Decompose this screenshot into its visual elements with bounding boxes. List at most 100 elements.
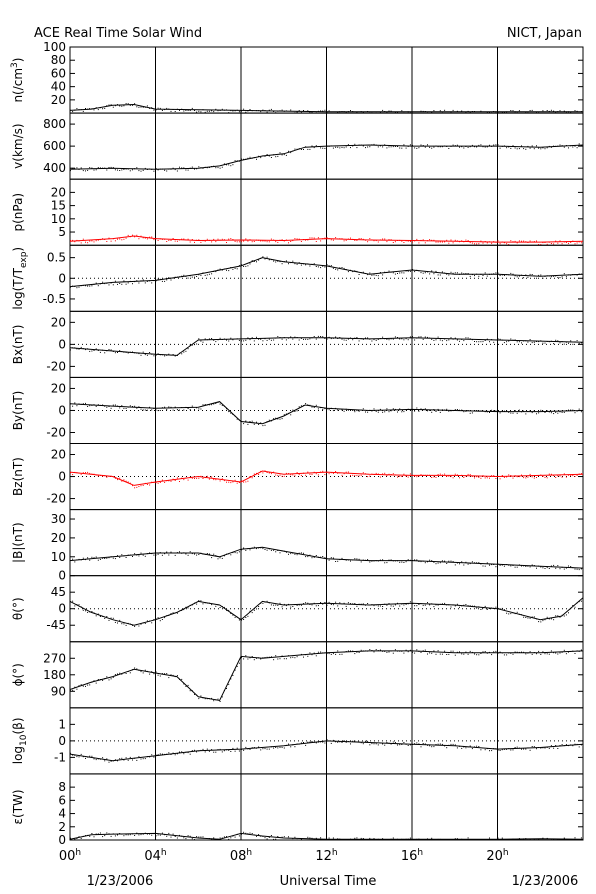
- series-point: [514, 339, 516, 341]
- series-point: [379, 649, 381, 651]
- series-point: [74, 286, 76, 287]
- y-axis-label-B: |B|(nT): [11, 522, 25, 563]
- series-point: [123, 555, 125, 557]
- series-point: [138, 834, 140, 836]
- series-point: [176, 552, 178, 554]
- series-point: [181, 407, 183, 408]
- series-point: [534, 114, 535, 115]
- series-point: [200, 167, 202, 169]
- series-point: [470, 841, 471, 842]
- series-point: [394, 273, 396, 275]
- series-point: [424, 604, 426, 606]
- series-point: [95, 759, 97, 761]
- series-point: [129, 104, 131, 106]
- series-point: [89, 285, 91, 287]
- series-point: [465, 747, 467, 749]
- series-point: [399, 841, 400, 842]
- series-point: [102, 836, 104, 838]
- series-point: [161, 280, 163, 282]
- series-point: [202, 748, 204, 750]
- series-point: [234, 160, 236, 162]
- series-point: [572, 841, 573, 842]
- series-point: [471, 339, 473, 341]
- series-point: [245, 111, 247, 113]
- series-point: [283, 337, 285, 339]
- series-point: [435, 653, 437, 655]
- series-point: [273, 471, 275, 473]
- series-point: [262, 256, 264, 258]
- footer-date-right: 1/23/2006: [512, 874, 579, 889]
- series-point: [478, 144, 480, 146]
- series-point: [159, 675, 161, 677]
- series-point: [469, 563, 471, 565]
- series-point: [433, 650, 435, 652]
- series-point: [99, 239, 101, 241]
- series-point: [418, 242, 420, 244]
- series-point: [412, 144, 413, 146]
- series-point: [565, 276, 567, 278]
- series-point: [476, 745, 478, 747]
- series-point: [360, 603, 362, 605]
- series-point: [373, 838, 375, 840]
- series-point: [185, 606, 187, 608]
- series-point: [326, 264, 328, 266]
- series-point: [194, 168, 195, 170]
- series-point: [350, 838, 351, 840]
- series-point: [572, 146, 574, 148]
- series-point: [369, 409, 371, 411]
- series-point: [365, 559, 366, 561]
- series-point: [486, 652, 488, 654]
- series-point: [305, 654, 307, 656]
- series-point: [456, 651, 458, 653]
- series-point: [311, 337, 313, 339]
- series-point: [341, 839, 343, 841]
- series-point: [290, 262, 292, 264]
- series-point: [523, 240, 525, 242]
- series-point: [275, 241, 277, 243]
- series-point: [85, 559, 86, 561]
- series-point: [540, 409, 542, 411]
- series-point: [386, 408, 388, 410]
- series-point: [555, 841, 556, 842]
- series-point: [446, 841, 447, 842]
- series-point: [326, 471, 328, 473]
- series-point: [305, 338, 307, 340]
- series-point: [206, 167, 208, 169]
- series-point: [168, 677, 170, 679]
- y-tick-label: 0: [58, 833, 66, 847]
- series-point: [294, 604, 296, 606]
- series-point: [467, 240, 469, 241]
- series-point: [219, 748, 221, 750]
- series-point: [241, 241, 242, 243]
- series-point: [379, 476, 381, 478]
- series-point: [142, 554, 144, 556]
- series-point: [382, 146, 384, 148]
- series-point: [422, 272, 424, 274]
- series-point: [379, 338, 381, 339]
- series-point: [198, 274, 200, 276]
- series-point: [332, 837, 334, 839]
- series-point: [484, 565, 486, 567]
- series-point: [322, 147, 324, 149]
- series-point: [523, 651, 525, 653]
- series-point: [514, 111, 516, 113]
- series-point: [82, 756, 84, 758]
- series-point: [431, 147, 433, 149]
- series-point: [371, 743, 373, 745]
- series-point: [168, 353, 170, 355]
- series-point: [91, 404, 93, 406]
- series-point: [226, 749, 227, 751]
- series-point: [151, 409, 153, 411]
- series-point: [474, 653, 475, 655]
- series-point: [93, 473, 95, 475]
- series-point: [260, 547, 262, 549]
- series-point: [108, 237, 110, 239]
- series-point: [454, 239, 456, 241]
- series-point: [570, 409, 572, 411]
- series-point: [149, 236, 151, 238]
- series-point: [142, 672, 144, 674]
- series-point: [379, 145, 381, 147]
- series-point: [337, 238, 339, 240]
- series-point: [491, 475, 493, 477]
- series-point: [315, 655, 317, 657]
